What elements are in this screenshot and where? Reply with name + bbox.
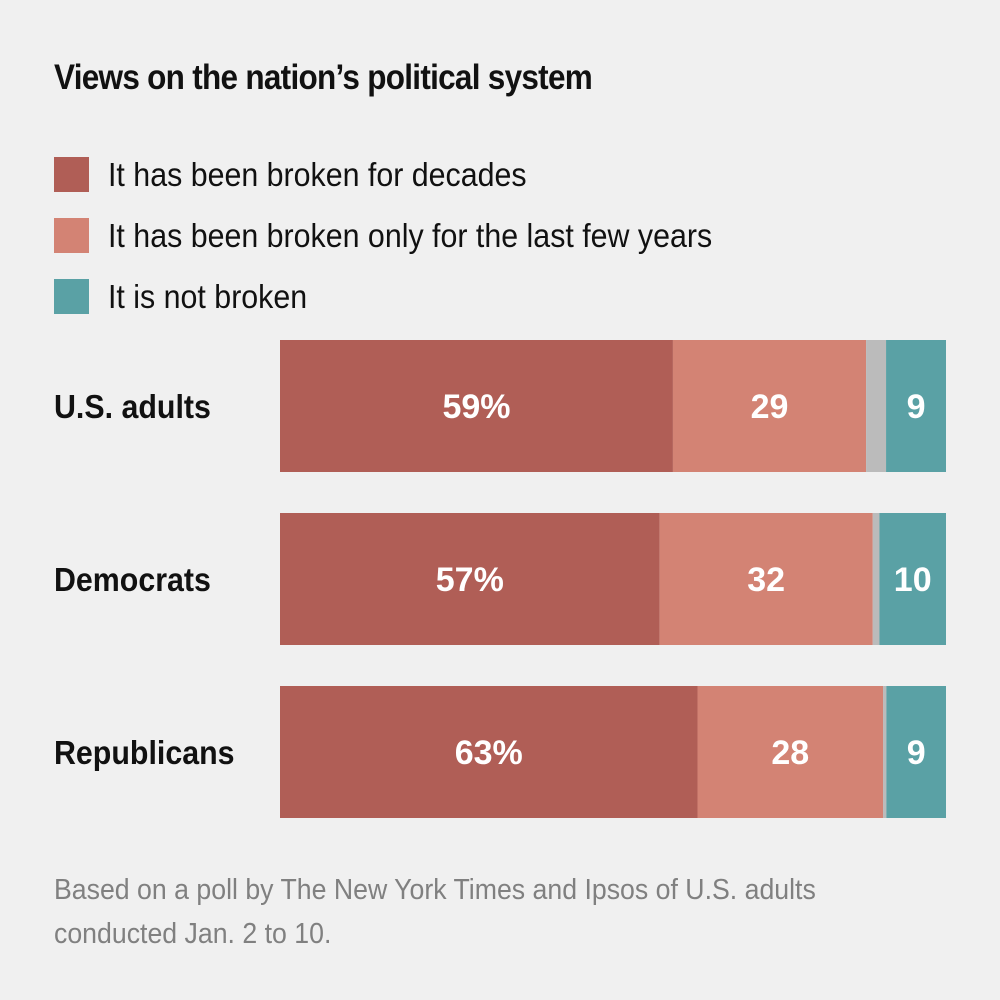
data-label-u-s-adults-3: 9 <box>907 388 926 426</box>
bar-segment-republicans-0 <box>280 686 698 818</box>
bar-segment-u-s-adults-3 <box>886 340 946 472</box>
bar-segment-republicans-1 <box>697 686 884 818</box>
data-label-democrats-3: 10 <box>894 561 932 599</box>
source-note: Based on a poll by The New York Times an… <box>54 874 816 950</box>
data-label-democrats-1: 32 <box>747 561 785 599</box>
legend: It has been broken for decades It has be… <box>54 144 765 327</box>
category-label-us-adults: U.S. adults <box>54 388 211 425</box>
legend-label-not-broken: It is not broken <box>108 277 308 315</box>
category-label-democrats: Democrats <box>54 561 211 598</box>
data-label-u-s-adults-0: 59% <box>442 388 510 426</box>
bar-segment-democrats-2 <box>872 513 880 645</box>
legend-swatch-decades <box>54 157 89 192</box>
legend-swatch-recent <box>54 218 89 253</box>
legend-item-recent: It has been broken only for the last few… <box>54 205 765 266</box>
bar-segment-republicans-2 <box>883 686 887 818</box>
data-label-republicans-0: 63% <box>455 734 523 772</box>
legend-swatch-not-broken <box>54 279 89 314</box>
chart-title: Views on the nation’s political system <box>54 58 593 97</box>
data-label-u-s-adults-1: 29 <box>751 388 789 426</box>
legend-item-not-broken: It is not broken <box>54 266 765 327</box>
legend-label-decades: It has been broken for decades <box>108 155 527 193</box>
data-label-democrats-0: 57% <box>436 561 504 599</box>
bar-segment-u-s-adults-2 <box>866 340 887 472</box>
legend-label-recent: It has been broken only for the last few… <box>108 216 713 254</box>
bar-segment-democrats-0 <box>280 513 660 645</box>
category-label-republicans: Republicans <box>54 734 235 771</box>
bar-segment-u-s-adults-1 <box>672 340 867 472</box>
bar-segment-democrats-1 <box>659 513 873 645</box>
bar-segment-u-s-adults-0 <box>280 340 673 472</box>
data-label-republicans-3: 9 <box>907 734 926 772</box>
data-label-republicans-1: 28 <box>771 734 809 772</box>
legend-item-decades: It has been broken for decades <box>54 144 765 205</box>
bar-segment-democrats-3 <box>879 513 946 645</box>
bar-segment-republicans-3 <box>886 686 946 818</box>
